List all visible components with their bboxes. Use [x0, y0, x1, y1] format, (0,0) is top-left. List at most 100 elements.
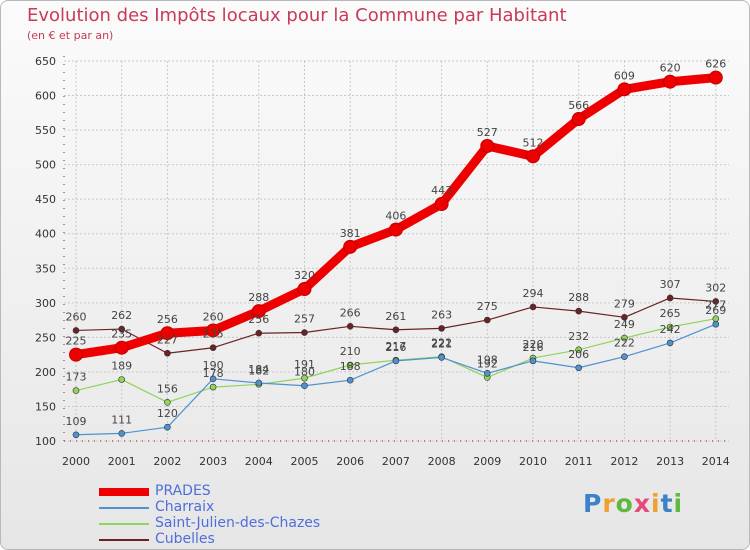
data-label: 120 [157, 407, 178, 420]
legend-swatch [99, 507, 149, 509]
data-label: 294 [523, 287, 544, 300]
x-tick-label: 2002 [153, 455, 181, 468]
y-tick-label: 150 [35, 400, 56, 413]
data-point [255, 379, 263, 387]
data-label: 178 [203, 367, 224, 380]
data-label: 320 [294, 269, 315, 282]
data-label: 156 [157, 382, 178, 395]
data-label: 256 [157, 313, 178, 326]
data-label: 266 [340, 306, 361, 319]
data-point [206, 323, 221, 338]
data-point [392, 326, 400, 334]
y-tick-label: 350 [35, 262, 56, 275]
logo-letter: i [651, 489, 661, 518]
data-point [343, 239, 358, 254]
y-tick-label: 300 [35, 297, 56, 310]
data-label: 443 [431, 184, 452, 197]
x-tick-label: 2009 [473, 455, 501, 468]
data-label: 260 [203, 310, 224, 323]
data-label: 198 [477, 353, 498, 366]
data-label: 566 [568, 99, 589, 112]
y-tick-label: 500 [35, 159, 56, 172]
y-tick-label: 400 [35, 228, 56, 241]
data-point [160, 326, 175, 341]
data-point [164, 399, 171, 406]
data-label: 406 [385, 210, 406, 223]
data-point [346, 323, 354, 330]
data-label: 279 [614, 297, 635, 310]
proxiti-logo: Proxiti [583, 489, 683, 518]
legend-label: Saint-Julien-des-Chazes [155, 515, 321, 531]
logo-letter: i [673, 489, 684, 518]
data-point [118, 325, 125, 333]
data-point [301, 374, 308, 382]
data-label: 109 [66, 415, 87, 428]
logo-letter: t [660, 489, 674, 518]
data-label: 620 [660, 62, 681, 75]
data-point [571, 112, 586, 127]
data-point [209, 344, 217, 352]
data-label: 180 [294, 366, 315, 379]
data-point [346, 376, 354, 384]
data-label: 184 [248, 363, 269, 376]
data-point [255, 329, 263, 337]
x-tick-label: 2008 [428, 455, 456, 468]
data-point [708, 70, 723, 85]
data-label: 191 [294, 358, 315, 371]
data-point [529, 303, 537, 311]
legend-label: Cubelles [155, 531, 215, 547]
data-label: 277 [705, 299, 726, 312]
data-point [666, 323, 674, 331]
data-point [438, 325, 445, 332]
data-label: 182 [248, 364, 269, 377]
data-point [72, 327, 80, 334]
data-label: 307 [660, 278, 681, 291]
x-tick-label: 2010 [519, 455, 547, 468]
data-label: 173 [66, 371, 87, 384]
x-tick-label: 2011 [565, 455, 593, 468]
data-label: 269 [705, 304, 726, 317]
data-label: 222 [614, 337, 635, 350]
data-label: 206 [568, 348, 589, 361]
data-label: 235 [111, 328, 132, 341]
data-point [69, 347, 83, 362]
data-label: 216 [385, 341, 406, 354]
y-tick-label: 550 [35, 124, 56, 137]
y-tick-label: 600 [35, 90, 56, 103]
data-point [529, 357, 537, 365]
data-label: 512 [523, 136, 544, 149]
data-point [483, 369, 491, 377]
x-tick-label: 2005 [291, 455, 319, 468]
x-tick-label: 2000 [62, 455, 90, 468]
data-point [72, 431, 80, 439]
data-point [118, 430, 125, 437]
y-tick-label: 200 [35, 366, 56, 379]
x-tick-label: 2001 [108, 455, 136, 468]
data-label: 221 [431, 337, 452, 350]
data-point [666, 339, 674, 347]
data-point [663, 74, 678, 89]
data-label: 626 [705, 58, 726, 71]
data-point [164, 423, 171, 431]
data-point [346, 361, 354, 369]
data-label: 192 [477, 357, 498, 370]
data-label: 302 [705, 281, 726, 294]
logo-letter: P [583, 489, 603, 518]
chart-subtitle: (en € et par an) [27, 29, 114, 42]
x-tick-label: 2004 [245, 455, 273, 468]
data-point [480, 138, 495, 153]
data-label: 261 [385, 310, 406, 323]
data-label: 189 [111, 360, 132, 373]
data-point [164, 349, 171, 357]
data-label: 227 [157, 333, 178, 346]
data-point [438, 354, 445, 361]
data-label: 260 [66, 310, 87, 323]
data-label: 242 [660, 323, 681, 336]
data-label: 609 [614, 69, 635, 82]
data-label: 257 [294, 313, 315, 326]
data-label: 190 [203, 359, 224, 372]
data-point [526, 149, 540, 164]
data-label: 263 [431, 308, 452, 321]
